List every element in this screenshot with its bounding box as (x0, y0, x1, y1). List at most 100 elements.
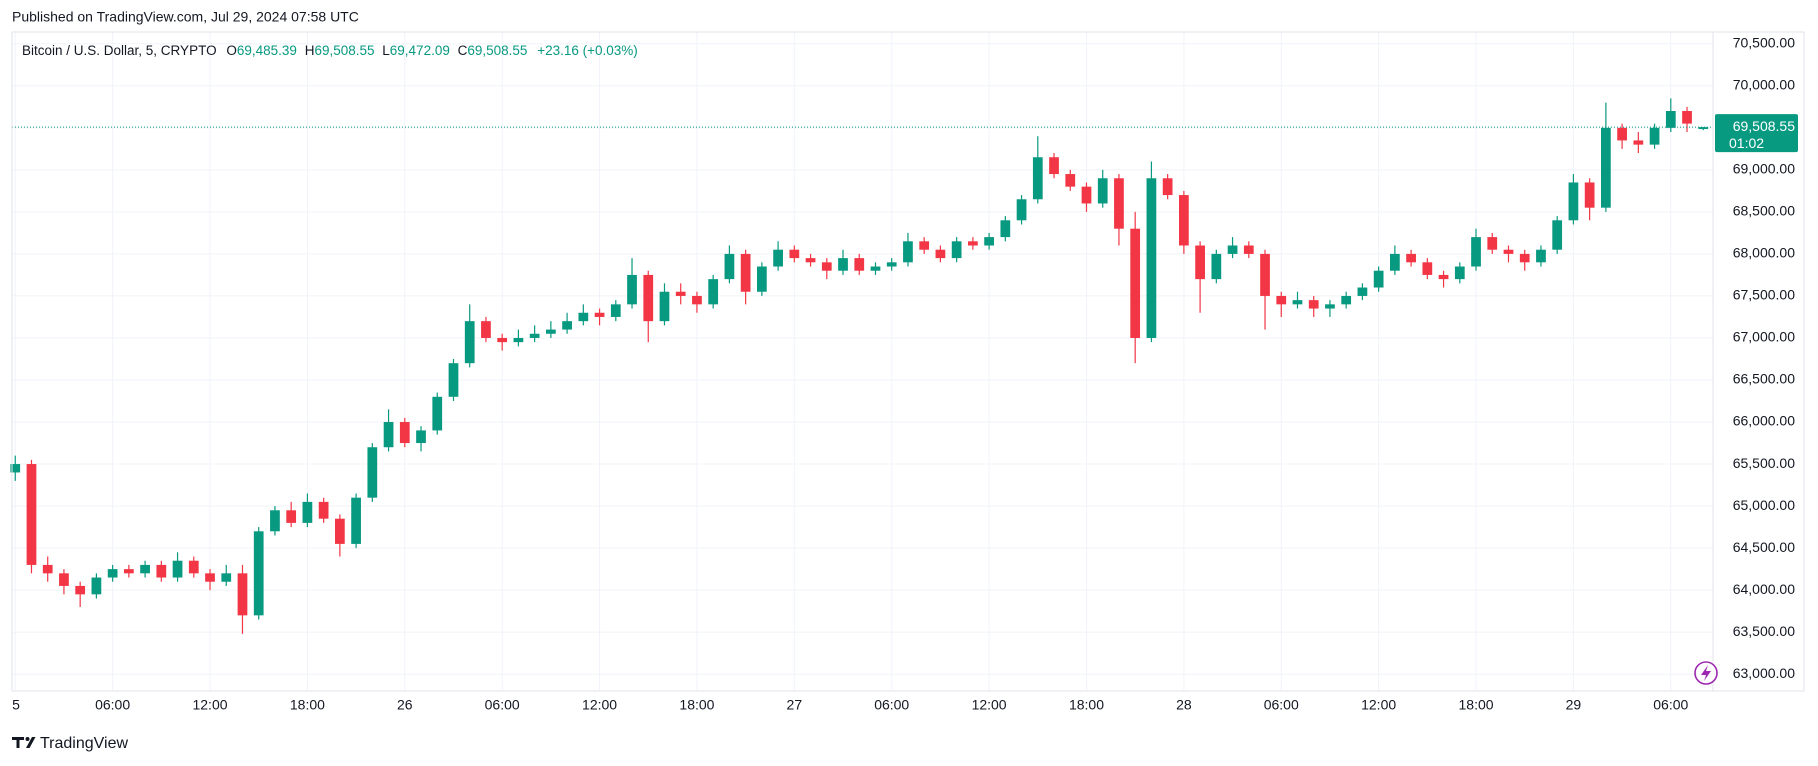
candle-body (1552, 220, 1563, 250)
x-tick-label: 5 (12, 697, 20, 713)
candle-body (140, 564, 150, 574)
candle-body (1049, 157, 1059, 175)
candle-body (1390, 253, 1400, 271)
candle-body (1130, 228, 1141, 338)
candle-body (789, 249, 800, 259)
candle-body (513, 337, 524, 343)
candle-body (1617, 127, 1627, 141)
candle-body (1227, 245, 1238, 254)
candles (10, 98, 1709, 634)
x-tick-label: 28 (1176, 697, 1192, 713)
candle-body (432, 396, 443, 431)
candle-body (1016, 199, 1027, 221)
candle-body (951, 241, 962, 259)
y-tick-label: 67,500.00 (1733, 287, 1795, 303)
candle-body (237, 573, 248, 616)
candle-body (351, 497, 361, 544)
candle-body (740, 253, 751, 292)
brand-logo: TradingView (12, 735, 128, 752)
y-tick-label: 66,000.00 (1733, 413, 1795, 429)
candle-body (562, 321, 572, 330)
legend-change: +23.16 (+0.03%) (537, 43, 638, 58)
candle-body (1568, 182, 1579, 221)
candle-body (594, 312, 605, 317)
candle-body (545, 329, 556, 334)
candle-body (1471, 237, 1481, 267)
legend-low: 69,472.09 (390, 43, 450, 58)
y-tick-label: 70,500.00 (1733, 34, 1795, 50)
candle-body (627, 274, 637, 305)
y-tick-label: 64,000.00 (1733, 581, 1795, 597)
candle-body (481, 321, 491, 338)
lightning-button[interactable] (1694, 661, 1718, 685)
y-tick-label: 70,000.00 (1733, 76, 1795, 92)
candle-body (854, 258, 865, 271)
candle-body (935, 249, 946, 259)
candle-body (10, 464, 21, 473)
candle-body (253, 531, 264, 616)
candle-body (919, 241, 930, 250)
candle-body (692, 295, 702, 305)
x-tick-label: 12:00 (192, 697, 227, 713)
candle-body (870, 266, 881, 271)
candle-body (838, 258, 848, 271)
y-tick-label: 63,000.00 (1733, 665, 1795, 681)
legend-high: 69,508.55 (314, 43, 374, 58)
candle-body (221, 573, 232, 582)
candle-body (984, 237, 994, 246)
candle-body (1649, 127, 1660, 145)
candle-body (1682, 111, 1692, 124)
candle-body (416, 430, 426, 444)
candle-body (188, 560, 199, 574)
candle-body (286, 510, 297, 523)
candle-body (1438, 274, 1449, 280)
candle-body (1179, 195, 1189, 246)
candle-body (1097, 178, 1108, 204)
x-tick-label: 27 (787, 697, 803, 713)
candle-body (1146, 178, 1157, 338)
candle-body (318, 501, 329, 519)
y-tick-label: 68,000.00 (1733, 245, 1795, 261)
candle-body (497, 337, 508, 343)
candle-body (1032, 157, 1043, 200)
candle-body (1341, 295, 1352, 305)
candle-body (1536, 249, 1546, 263)
legend-c-label: C (458, 43, 468, 58)
candle-body (1292, 300, 1303, 305)
candle-body (1081, 186, 1092, 204)
countdown-label: 01:02 (1729, 135, 1764, 151)
candle-body (773, 249, 783, 267)
y-tick-label: 68,500.00 (1733, 203, 1795, 219)
candle-body (675, 291, 686, 296)
candle-body (1162, 178, 1173, 196)
candle-body (26, 464, 37, 565)
candle-body (1454, 266, 1465, 280)
x-tick-label: 06:00 (95, 697, 130, 713)
candle-body (464, 321, 475, 364)
lightning-icon[interactable] (1701, 665, 1711, 681)
candle-body (903, 241, 913, 263)
candle-body (1373, 270, 1384, 288)
candle-body (968, 241, 978, 246)
candle-body (610, 304, 621, 317)
candle-body (1260, 253, 1270, 296)
candle-body (1503, 249, 1514, 254)
x-tick-label: 06:00 (874, 697, 909, 713)
candle-body (107, 569, 118, 578)
legend-open: 69,485.39 (237, 43, 297, 58)
candle-body (1487, 237, 1498, 250)
candle-body (1276, 295, 1287, 305)
x-tick-label: 12:00 (1361, 697, 1396, 713)
y-tick-label: 69,000.00 (1733, 161, 1795, 177)
y-tick-label: 65,500.00 (1733, 455, 1795, 471)
candle-body (1325, 304, 1335, 309)
y-tick-label: 64,500.00 (1733, 539, 1795, 555)
candle-body (1698, 127, 1709, 130)
y-tick-label: 63,500.00 (1733, 623, 1795, 639)
x-tick-label: 18:00 (1069, 697, 1104, 713)
legend: Bitcoin / U.S. Dollar, 5, CRYPTO O69,485… (22, 43, 638, 58)
candle-body (1195, 245, 1205, 280)
candle-body (123, 569, 134, 574)
candle-body (1308, 300, 1319, 309)
